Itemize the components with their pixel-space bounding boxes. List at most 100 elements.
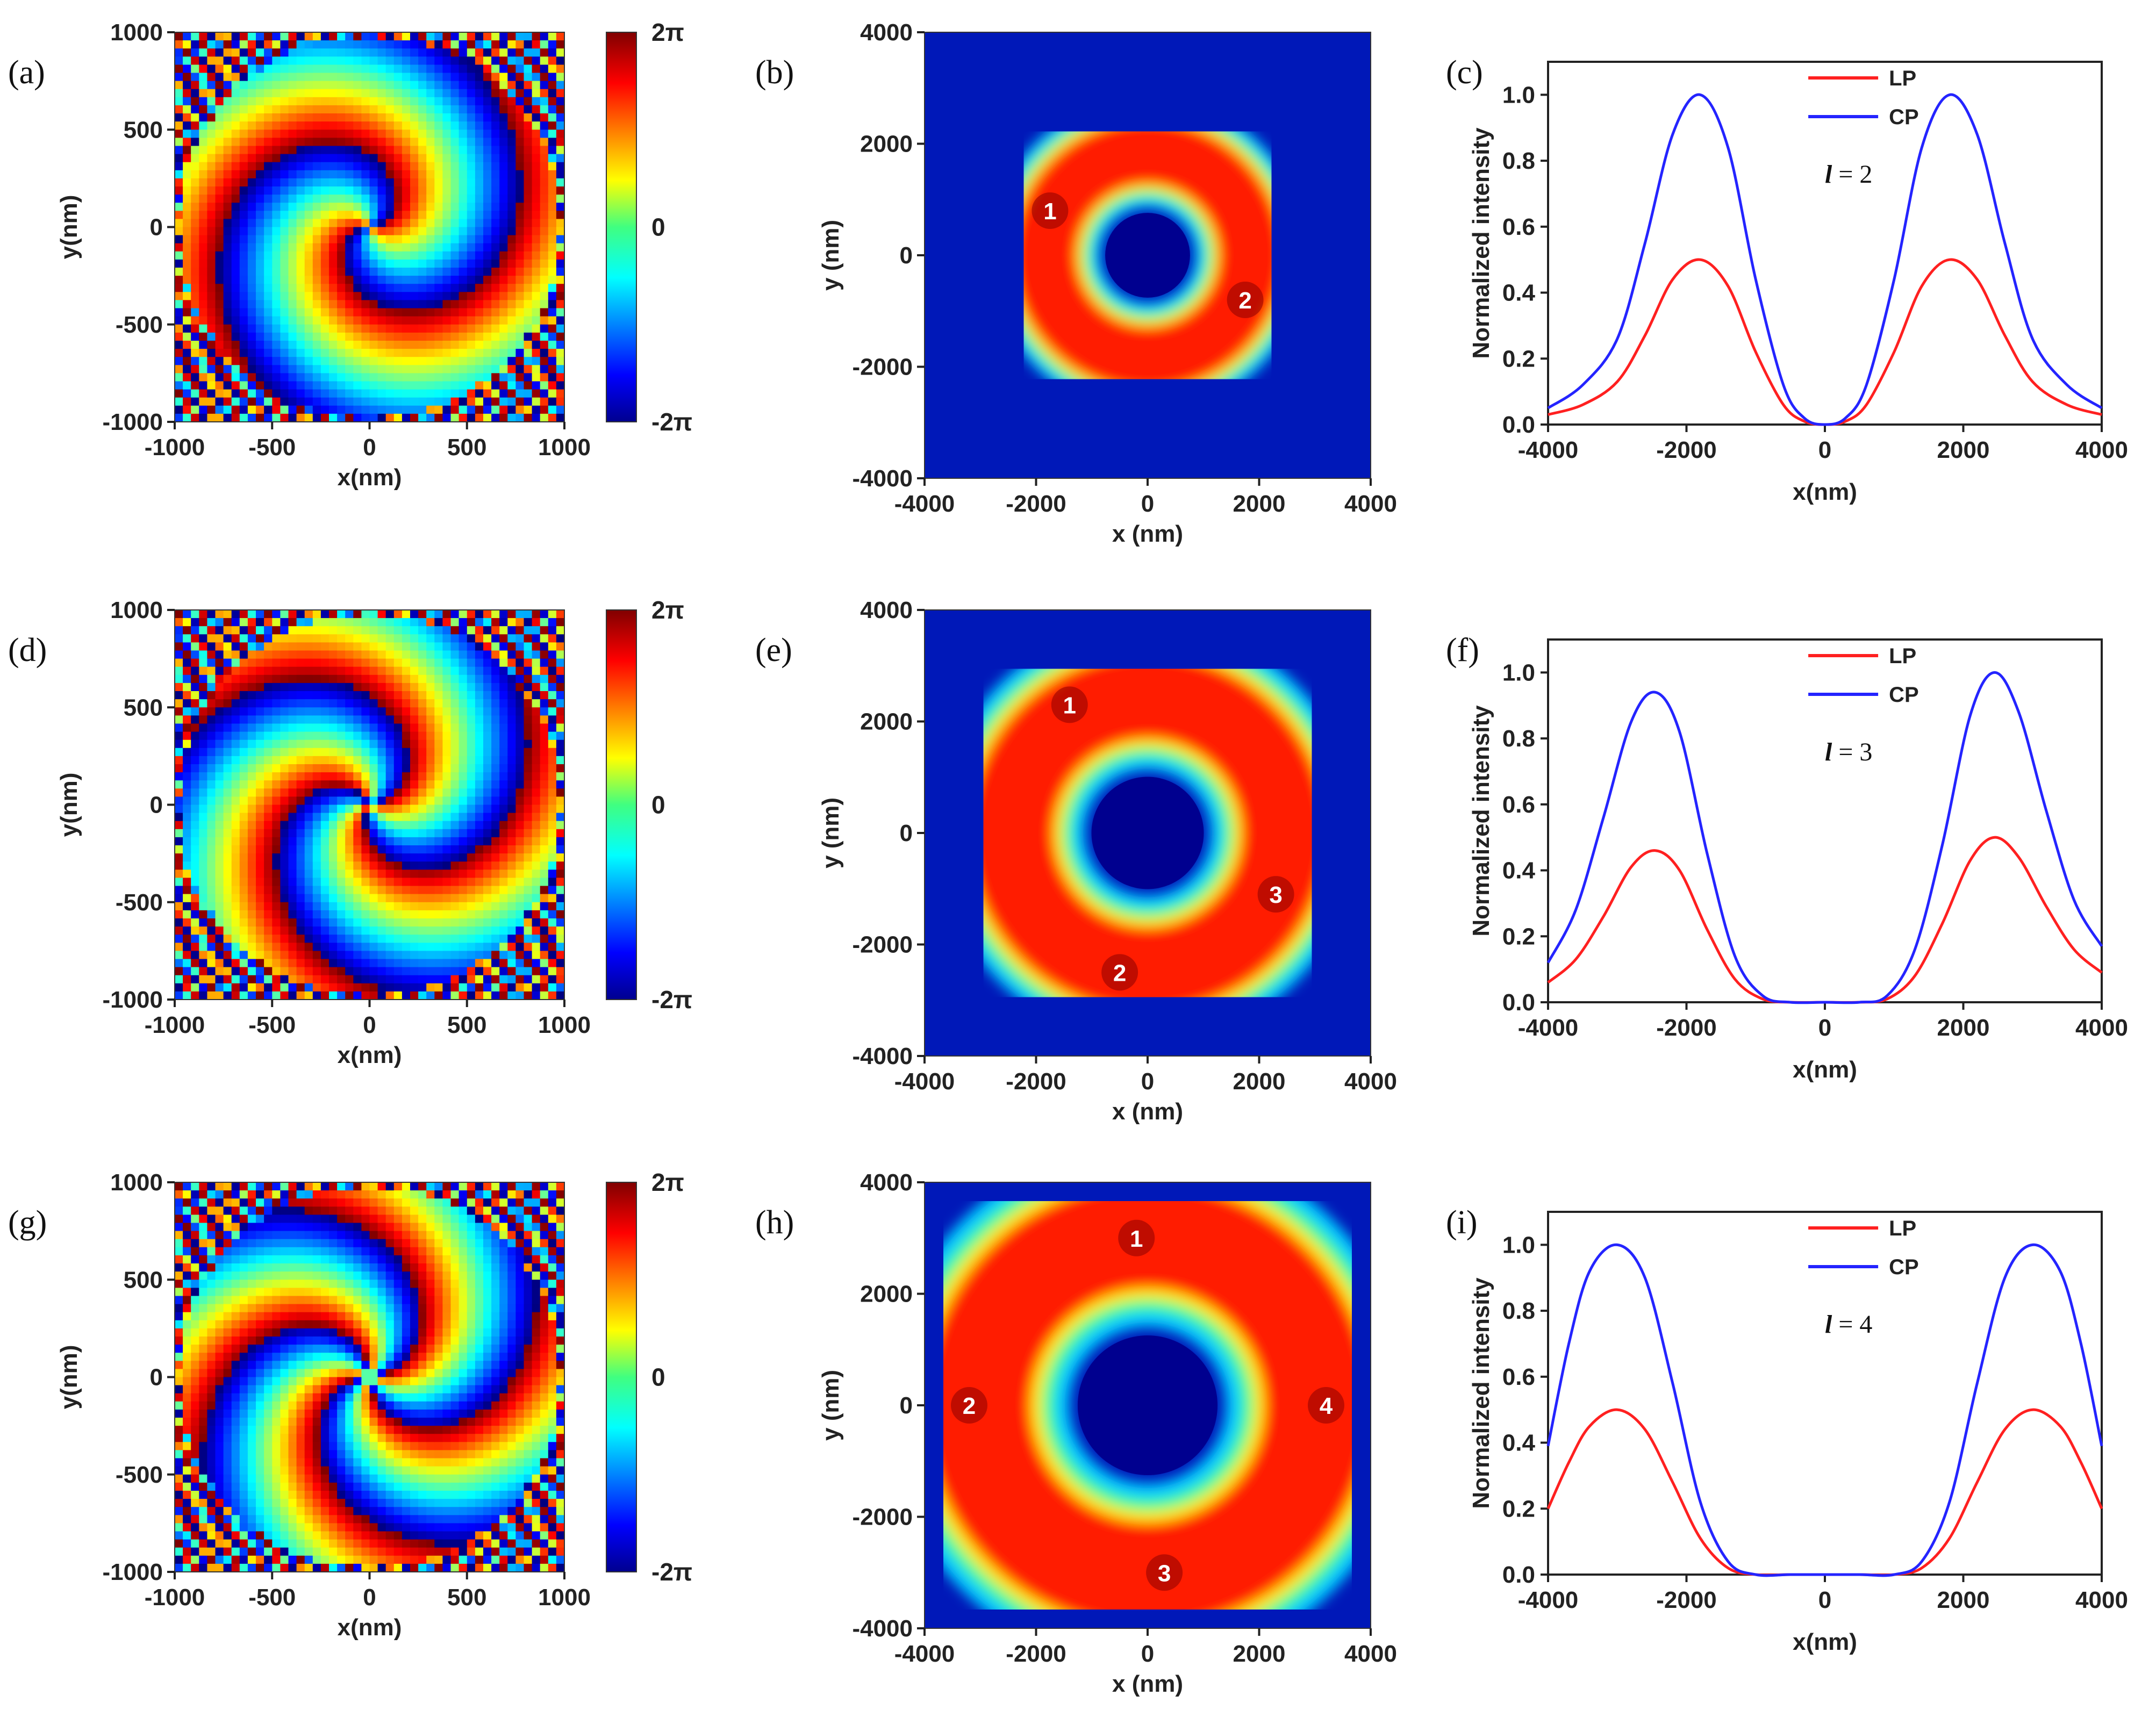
phase-pixel xyxy=(402,975,411,984)
x-tick-label: -4000 xyxy=(1518,437,1579,463)
phase-pixel xyxy=(223,365,232,373)
phase-pixel xyxy=(239,251,248,260)
phase-pixel xyxy=(223,870,232,878)
phase-pixel xyxy=(264,146,273,155)
phase-pixel xyxy=(540,195,549,203)
phase-pixel xyxy=(215,650,224,659)
phase-pixel xyxy=(247,975,256,984)
phase-pixel xyxy=(483,32,492,41)
phase-pixel xyxy=(402,357,411,365)
phase-pixel xyxy=(247,715,256,724)
phase-pixel xyxy=(264,886,273,895)
phase-pixel xyxy=(385,235,395,244)
phase-pixel xyxy=(296,610,305,619)
phase-pixel xyxy=(385,650,395,659)
phase-pixel xyxy=(353,316,362,325)
phase-pixel xyxy=(345,699,354,708)
phase-pixel xyxy=(450,926,460,935)
phase-pixel xyxy=(175,1434,183,1442)
phase-pixel xyxy=(491,658,500,667)
phase-pixel xyxy=(312,829,321,838)
phase-pixel xyxy=(499,284,508,292)
phase-pixel xyxy=(223,48,232,57)
phase-pixel xyxy=(459,203,468,211)
phase-pixel xyxy=(183,991,191,1000)
phase-pixel xyxy=(442,40,452,49)
phase-pixel xyxy=(361,292,370,300)
phase-pixel xyxy=(499,219,508,228)
phase-pixel xyxy=(272,276,281,284)
phase-pixel xyxy=(483,723,492,732)
phase-pixel xyxy=(264,89,273,98)
phase-pixel xyxy=(247,56,256,65)
phase-pixel xyxy=(369,381,378,390)
phase-pixel xyxy=(231,829,240,838)
phase-pixel xyxy=(426,910,435,919)
phase-pixel xyxy=(288,349,297,357)
phase-pixel xyxy=(418,178,427,187)
phase-pixel xyxy=(183,658,191,667)
phase-pixel xyxy=(247,389,256,398)
phase-pixel xyxy=(280,642,289,651)
phase-pixel xyxy=(288,821,297,830)
phase-pixel xyxy=(377,316,386,325)
phase-pixel xyxy=(304,626,313,635)
phase-pixel xyxy=(507,910,516,919)
phase-pixel xyxy=(345,397,354,406)
phase-pixel xyxy=(207,268,216,276)
phase-pixel xyxy=(280,211,289,219)
phase-pixel xyxy=(312,170,321,179)
phase-pixel xyxy=(207,243,216,252)
phase-pixel xyxy=(532,943,541,951)
phase-pixel xyxy=(256,259,264,268)
phase-pixel xyxy=(231,691,240,700)
phase-pixel xyxy=(191,178,199,187)
phase-pixel xyxy=(264,910,273,919)
phase-pixel xyxy=(475,926,484,935)
phase-pixel xyxy=(320,626,330,635)
phase-pixel xyxy=(385,251,395,260)
phase-pixel xyxy=(402,235,411,244)
phase-pixel xyxy=(312,943,321,951)
phase-pixel xyxy=(320,73,330,82)
phase-pixel xyxy=(239,902,248,911)
phase-pixel xyxy=(264,878,273,887)
phase-pixel xyxy=(410,772,419,781)
phase-pixel xyxy=(183,1434,191,1442)
phase-pixel xyxy=(288,707,297,716)
phase-pixel xyxy=(247,324,256,333)
phase-pixel xyxy=(418,772,427,781)
phase-pixel xyxy=(426,918,435,927)
phase-pixel xyxy=(304,666,313,676)
phase-pixel xyxy=(175,902,183,911)
phase-pixel xyxy=(280,731,289,741)
phase-pixel xyxy=(320,203,330,211)
phase-pixel xyxy=(475,259,484,268)
phase-pixel xyxy=(191,211,199,219)
phase-pixel xyxy=(353,658,362,667)
phase-pixel xyxy=(377,739,386,749)
phase-pixel xyxy=(345,902,354,911)
phase-pixel xyxy=(223,332,232,341)
phase-pixel xyxy=(548,626,557,635)
phase-pixel xyxy=(361,658,370,667)
phase-pixel xyxy=(434,658,443,667)
phase-pixel xyxy=(183,276,191,284)
phase-pixel xyxy=(442,764,452,773)
phase-pixel xyxy=(199,959,207,968)
phase-pixel xyxy=(337,967,346,976)
phase-pixel xyxy=(215,251,224,260)
phase-pixel xyxy=(515,626,525,635)
phase-pixel xyxy=(183,1231,191,1240)
phase-pixel xyxy=(199,1198,207,1207)
phase-pixel xyxy=(532,634,541,643)
phase-pixel xyxy=(296,853,305,862)
phase-pixel xyxy=(288,308,297,317)
phase-pixel xyxy=(337,878,346,887)
phase-pixel xyxy=(288,162,297,171)
phase-pixel xyxy=(256,772,264,781)
phase-pixel xyxy=(353,951,362,960)
phase-pixel xyxy=(288,837,297,846)
phase-pixel xyxy=(183,1401,191,1410)
phase-pixel xyxy=(337,81,346,90)
